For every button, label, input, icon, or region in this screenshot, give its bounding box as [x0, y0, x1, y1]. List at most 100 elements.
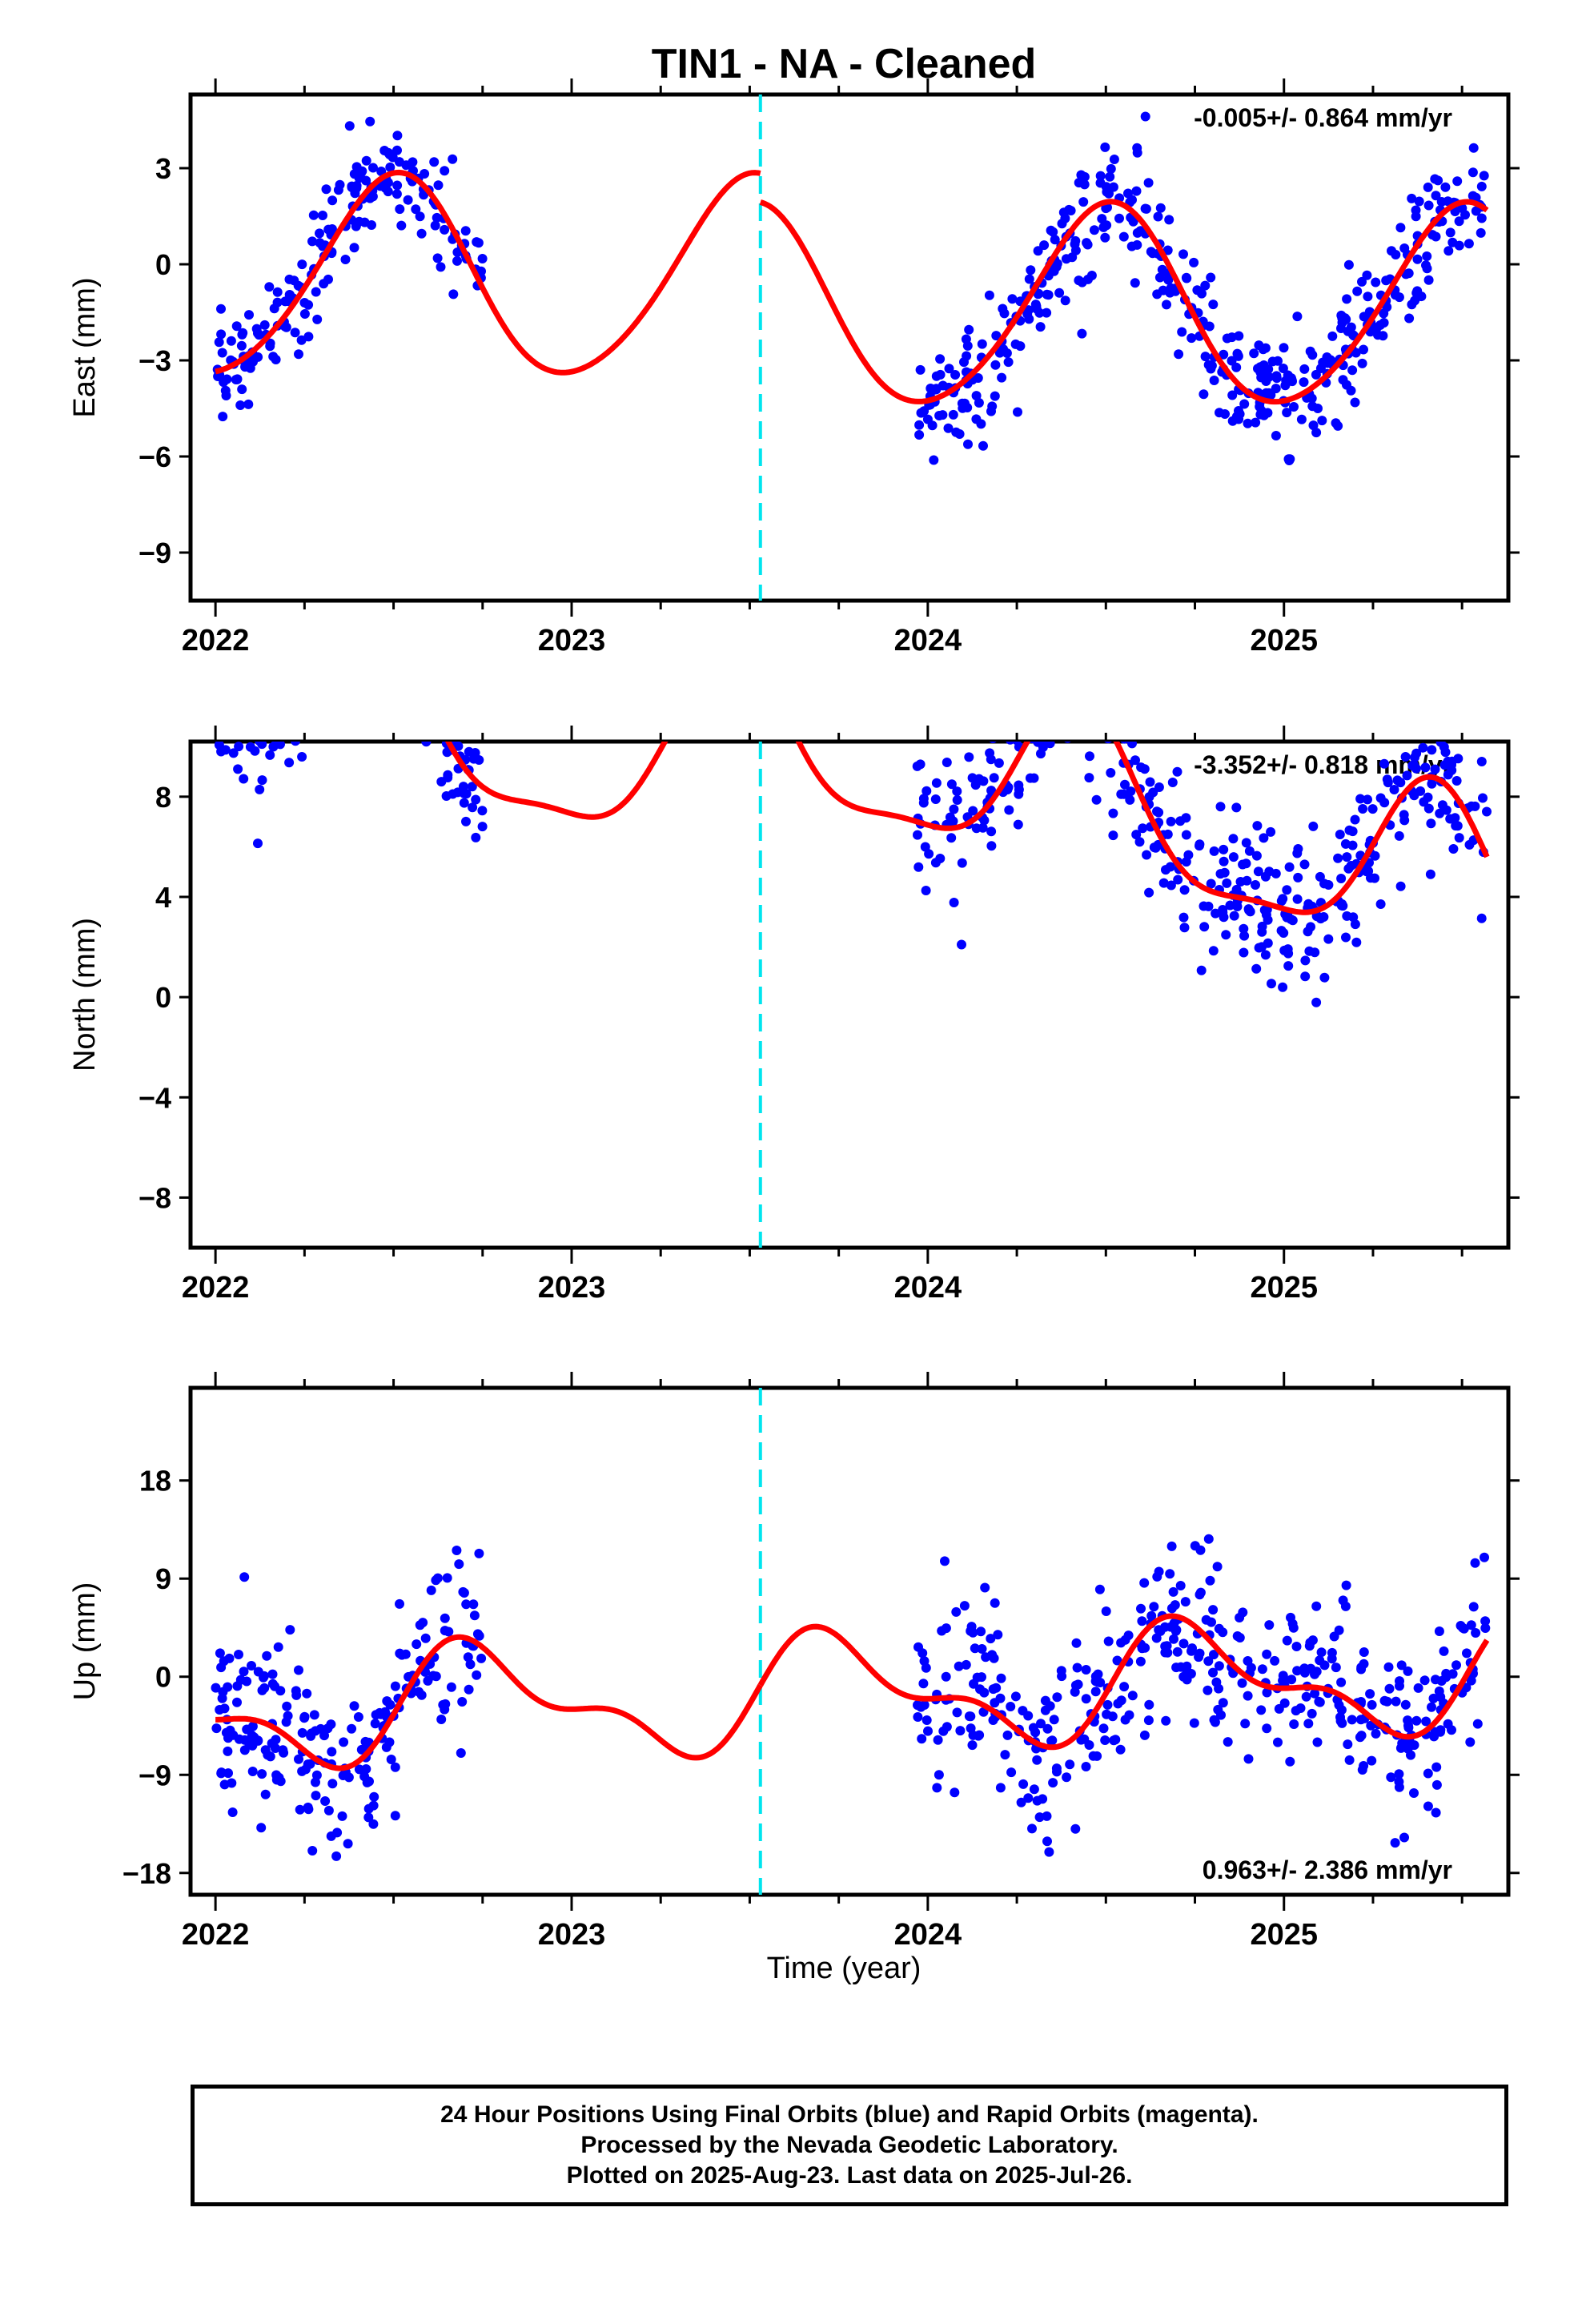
data-point — [1189, 1718, 1199, 1728]
data-point — [361, 1764, 371, 1774]
data-point — [258, 690, 267, 699]
data-point — [1168, 1586, 1178, 1597]
data-point — [1024, 274, 1034, 284]
data-point — [1344, 1755, 1355, 1765]
data-point — [1154, 1566, 1164, 1577]
data-point — [1262, 1723, 1272, 1734]
data-point — [1472, 1719, 1483, 1729]
data-point — [360, 1736, 371, 1747]
data-point — [255, 742, 265, 746]
data-point — [442, 1573, 452, 1583]
data-point — [1023, 1793, 1034, 1803]
data-point — [1310, 947, 1320, 958]
data-point — [232, 1681, 243, 1691]
data-point — [265, 654, 275, 664]
data-point — [1289, 402, 1299, 412]
data-point — [1073, 1679, 1083, 1690]
data-point — [1166, 1622, 1176, 1632]
data-point — [913, 862, 924, 872]
data-point — [1292, 894, 1303, 904]
data-point — [274, 665, 283, 675]
data-point — [252, 695, 262, 705]
data-point — [1119, 1682, 1130, 1692]
data-point — [1367, 1699, 1377, 1710]
data-point — [1048, 673, 1058, 683]
data-point — [1440, 182, 1451, 192]
data-point — [300, 629, 310, 638]
data-point — [472, 237, 482, 247]
data-point — [991, 331, 1002, 341]
data-point — [989, 773, 999, 783]
data-point — [1035, 322, 1046, 332]
data-point — [345, 618, 355, 628]
data-point — [954, 429, 965, 439]
data-point — [1254, 943, 1264, 953]
data-point — [374, 586, 383, 596]
data-point — [913, 1712, 923, 1722]
data-point — [367, 220, 376, 230]
data-point — [468, 802, 478, 813]
data-point — [1273, 1737, 1283, 1747]
data-point — [1359, 1647, 1369, 1657]
data-point — [1407, 300, 1417, 310]
data-point — [962, 340, 973, 351]
data-point — [1158, 878, 1169, 888]
data-point — [271, 355, 281, 364]
data-point — [1084, 1740, 1094, 1750]
data-point — [1409, 730, 1419, 739]
data-point — [970, 1643, 980, 1654]
y-tick-label: 0 — [155, 248, 171, 281]
data-point — [430, 220, 440, 231]
data-point — [1102, 220, 1112, 231]
data-point — [1450, 813, 1460, 823]
data-point — [1466, 1620, 1476, 1630]
data-point — [1218, 1627, 1228, 1638]
data-point — [1146, 247, 1156, 257]
data-point — [345, 565, 355, 575]
data-point — [1106, 768, 1116, 778]
data-point — [994, 758, 1004, 768]
data-point — [223, 690, 233, 700]
y-tick-label: −18 — [122, 1857, 171, 1890]
data-point — [458, 1586, 468, 1597]
data-point — [459, 798, 469, 808]
data-point — [1264, 1620, 1275, 1630]
data-point — [348, 520, 358, 529]
data-point — [1196, 965, 1207, 975]
data-point — [1144, 1699, 1154, 1710]
data-point — [269, 304, 279, 314]
data-point — [988, 1684, 998, 1695]
data-point — [1407, 761, 1418, 770]
data-point — [363, 1812, 374, 1823]
data-point — [477, 254, 488, 263]
data-point — [216, 304, 226, 314]
data-point — [1343, 1739, 1353, 1750]
data-point — [989, 742, 997, 743]
data-point — [234, 1650, 243, 1659]
scatter-series — [211, 1534, 1491, 1861]
data-point — [220, 669, 230, 679]
data-point — [344, 121, 355, 131]
data-point — [1051, 262, 1062, 272]
data-point — [390, 1681, 400, 1691]
data-point — [1392, 775, 1403, 786]
data-point — [1279, 343, 1289, 353]
data-point — [1403, 1720, 1413, 1731]
data-point — [476, 1653, 487, 1663]
data-point — [1048, 688, 1058, 698]
data-point — [1284, 862, 1295, 872]
data-point — [294, 653, 303, 663]
data-point — [1076, 1735, 1086, 1745]
data-point — [1218, 907, 1228, 918]
data-point — [330, 628, 339, 637]
data-point — [294, 1665, 303, 1675]
data-point — [1157, 264, 1167, 275]
data-point — [1215, 802, 1226, 812]
scatter-series — [212, 111, 1489, 465]
data-point — [1003, 719, 1013, 729]
data-point — [215, 1705, 225, 1715]
data-point — [1029, 710, 1038, 720]
data-point — [442, 747, 452, 758]
data-point — [1464, 239, 1474, 249]
data-point — [1423, 1768, 1433, 1779]
